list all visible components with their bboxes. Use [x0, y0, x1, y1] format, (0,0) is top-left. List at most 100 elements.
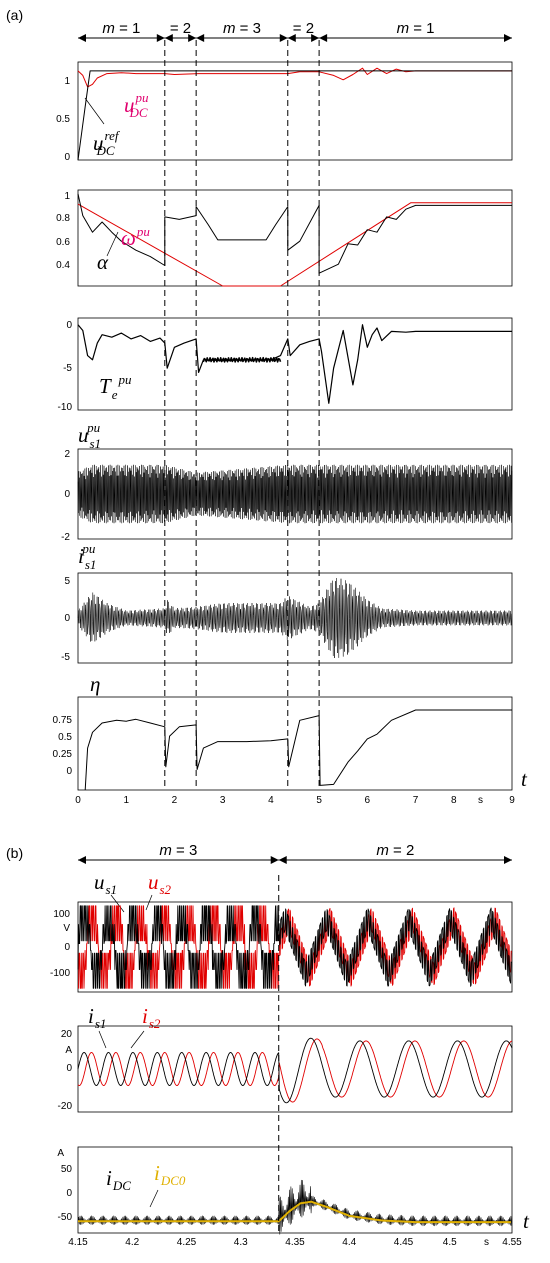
b1-plot — [77, 905, 513, 989]
a3-plot — [77, 324, 512, 404]
series-line-DC — [77, 67, 512, 88]
xtick-label: 4.3 — [234, 1237, 248, 1248]
a3-ytick: -10 — [58, 402, 73, 413]
mode-value: = 3 — [172, 842, 197, 859]
xtick-label: 7 — [413, 795, 419, 806]
mode-symbol: m — [376, 842, 389, 859]
mode-value: = 2 — [389, 842, 414, 859]
xtick-label: 4.55 — [502, 1237, 522, 1248]
a6-plot — [84, 709, 512, 791]
a6-ytick: 0 — [66, 766, 72, 777]
xtick-label: 1 — [123, 795, 129, 806]
a6-ytick: 0.25 — [53, 749, 73, 760]
mode-label: m = 1 — [397, 20, 435, 37]
xtick-label: 4.15 — [68, 1237, 88, 1248]
b1-pointer — [145, 894, 153, 911]
mode-label: m = 3 — [223, 20, 261, 37]
b2-pointer — [98, 1030, 107, 1049]
series-current-s2 — [77, 1038, 513, 1103]
b3-axes-box — [77, 1146, 513, 1234]
mode-label: m = 2 — [376, 842, 414, 859]
a2-axes-box — [77, 189, 513, 287]
b2-yunit: A — [65, 1045, 72, 1056]
a2-plot — [77, 193, 512, 287]
te-ripple-band — [202, 356, 282, 363]
a1-ytick: 1 — [64, 76, 70, 87]
arrowhead-right — [188, 34, 197, 42]
a4-series-label-us1: us1pu — [78, 420, 101, 451]
a6-axes-box — [77, 696, 513, 791]
b1-ytick: 0 — [64, 942, 70, 953]
a1-plot — [77, 67, 512, 161]
b2-ytick: 20 — [61, 1029, 73, 1040]
a2-ytick: 0.8 — [56, 213, 70, 224]
mode-value: = 3 — [235, 20, 260, 37]
a3-series-label-te: Tepu — [99, 372, 132, 402]
b3-yunit: A — [57, 1148, 64, 1159]
mode-value: = 1 — [115, 20, 140, 37]
a5-ytick: -5 — [61, 652, 70, 663]
mode-arrows-a: m = 1 = 2 m = 3 = 2 m = 1 — [78, 20, 512, 42]
mode-label: = 2 — [170, 20, 191, 37]
xtick-label: 3 — [220, 795, 226, 806]
xtick-label: 0 — [75, 795, 81, 806]
xtick-label: 5 — [316, 795, 322, 806]
xtick-label: 4.2 — [125, 1237, 139, 1248]
a2-pointer — [106, 231, 119, 257]
a4-plot — [77, 464, 513, 524]
b2-series-label-is1: is1 — [88, 1004, 106, 1031]
b1-series-label-us1: us1 — [94, 870, 117, 897]
a4-ytick: -2 — [61, 532, 70, 543]
arrowhead-left — [78, 34, 86, 42]
a3-axes-box — [77, 317, 513, 411]
arrowhead-left — [196, 34, 205, 42]
mode-symbol: m — [223, 20, 236, 37]
series-line-DC — [77, 70, 512, 161]
mode-symbol: m — [159, 842, 172, 859]
b3-pointer — [149, 1189, 159, 1208]
arrowhead-right — [156, 34, 165, 42]
b1-ytick: -100 — [50, 968, 70, 979]
xtick-label: 4 — [268, 795, 274, 806]
arrowhead-left — [319, 34, 328, 42]
series-pwm-s1-m3 — [77, 905, 280, 989]
a3-ytick: -5 — [63, 363, 72, 374]
b1-ytick: 100 — [53, 909, 70, 920]
a2-series-label-omega: ωpu — [121, 224, 150, 250]
a5-ytick: 0 — [64, 613, 70, 624]
arrowhead-right — [270, 856, 279, 864]
b1-pointer — [110, 894, 125, 913]
a1-series-label-udc: upu DC — [124, 90, 149, 120]
arrowhead-left — [287, 34, 296, 42]
xtick-label: 4.4 — [342, 1237, 356, 1248]
arrowhead-right — [279, 34, 288, 42]
b2-series-label-is2: is2 — [142, 1004, 161, 1031]
a4-ytick: 2 — [64, 449, 70, 460]
a5-plot — [77, 577, 513, 659]
b-t-label: t — [523, 1209, 530, 1233]
mode-symbol: m — [102, 20, 115, 37]
arrowhead-right — [504, 34, 512, 42]
a1-axes-box — [77, 61, 513, 161]
b1-series-label-us2: us2 — [148, 870, 172, 897]
panel-a-tag: (a) — [6, 7, 23, 23]
a-xtick-labels: 0 1 2 3 4 5 6 7 8 9 — [75, 795, 515, 806]
b-xunit: s — [484, 1237, 489, 1248]
arrowhead-left — [278, 856, 287, 864]
panel-b-tag: (b) — [6, 845, 23, 861]
a1-ytick: 0.5 — [56, 114, 70, 125]
xtick-label: 4.35 — [285, 1237, 305, 1248]
arrowhead-left — [78, 856, 86, 864]
mode-label: m = 1 — [102, 20, 140, 37]
xtick-label: 9 — [509, 795, 515, 806]
b1-yunit: V — [63, 923, 70, 934]
arrowhead-right — [311, 34, 320, 42]
b2-plot — [77, 1037, 513, 1104]
series-current-s1 — [77, 1037, 513, 1104]
a2-ytick: 1 — [64, 191, 70, 202]
xtick-label: 6 — [365, 795, 371, 806]
mode-label: = 2 — [293, 20, 314, 37]
a6-series-label-eta: η — [90, 672, 100, 696]
xtick-label: 4.5 — [443, 1237, 457, 1248]
